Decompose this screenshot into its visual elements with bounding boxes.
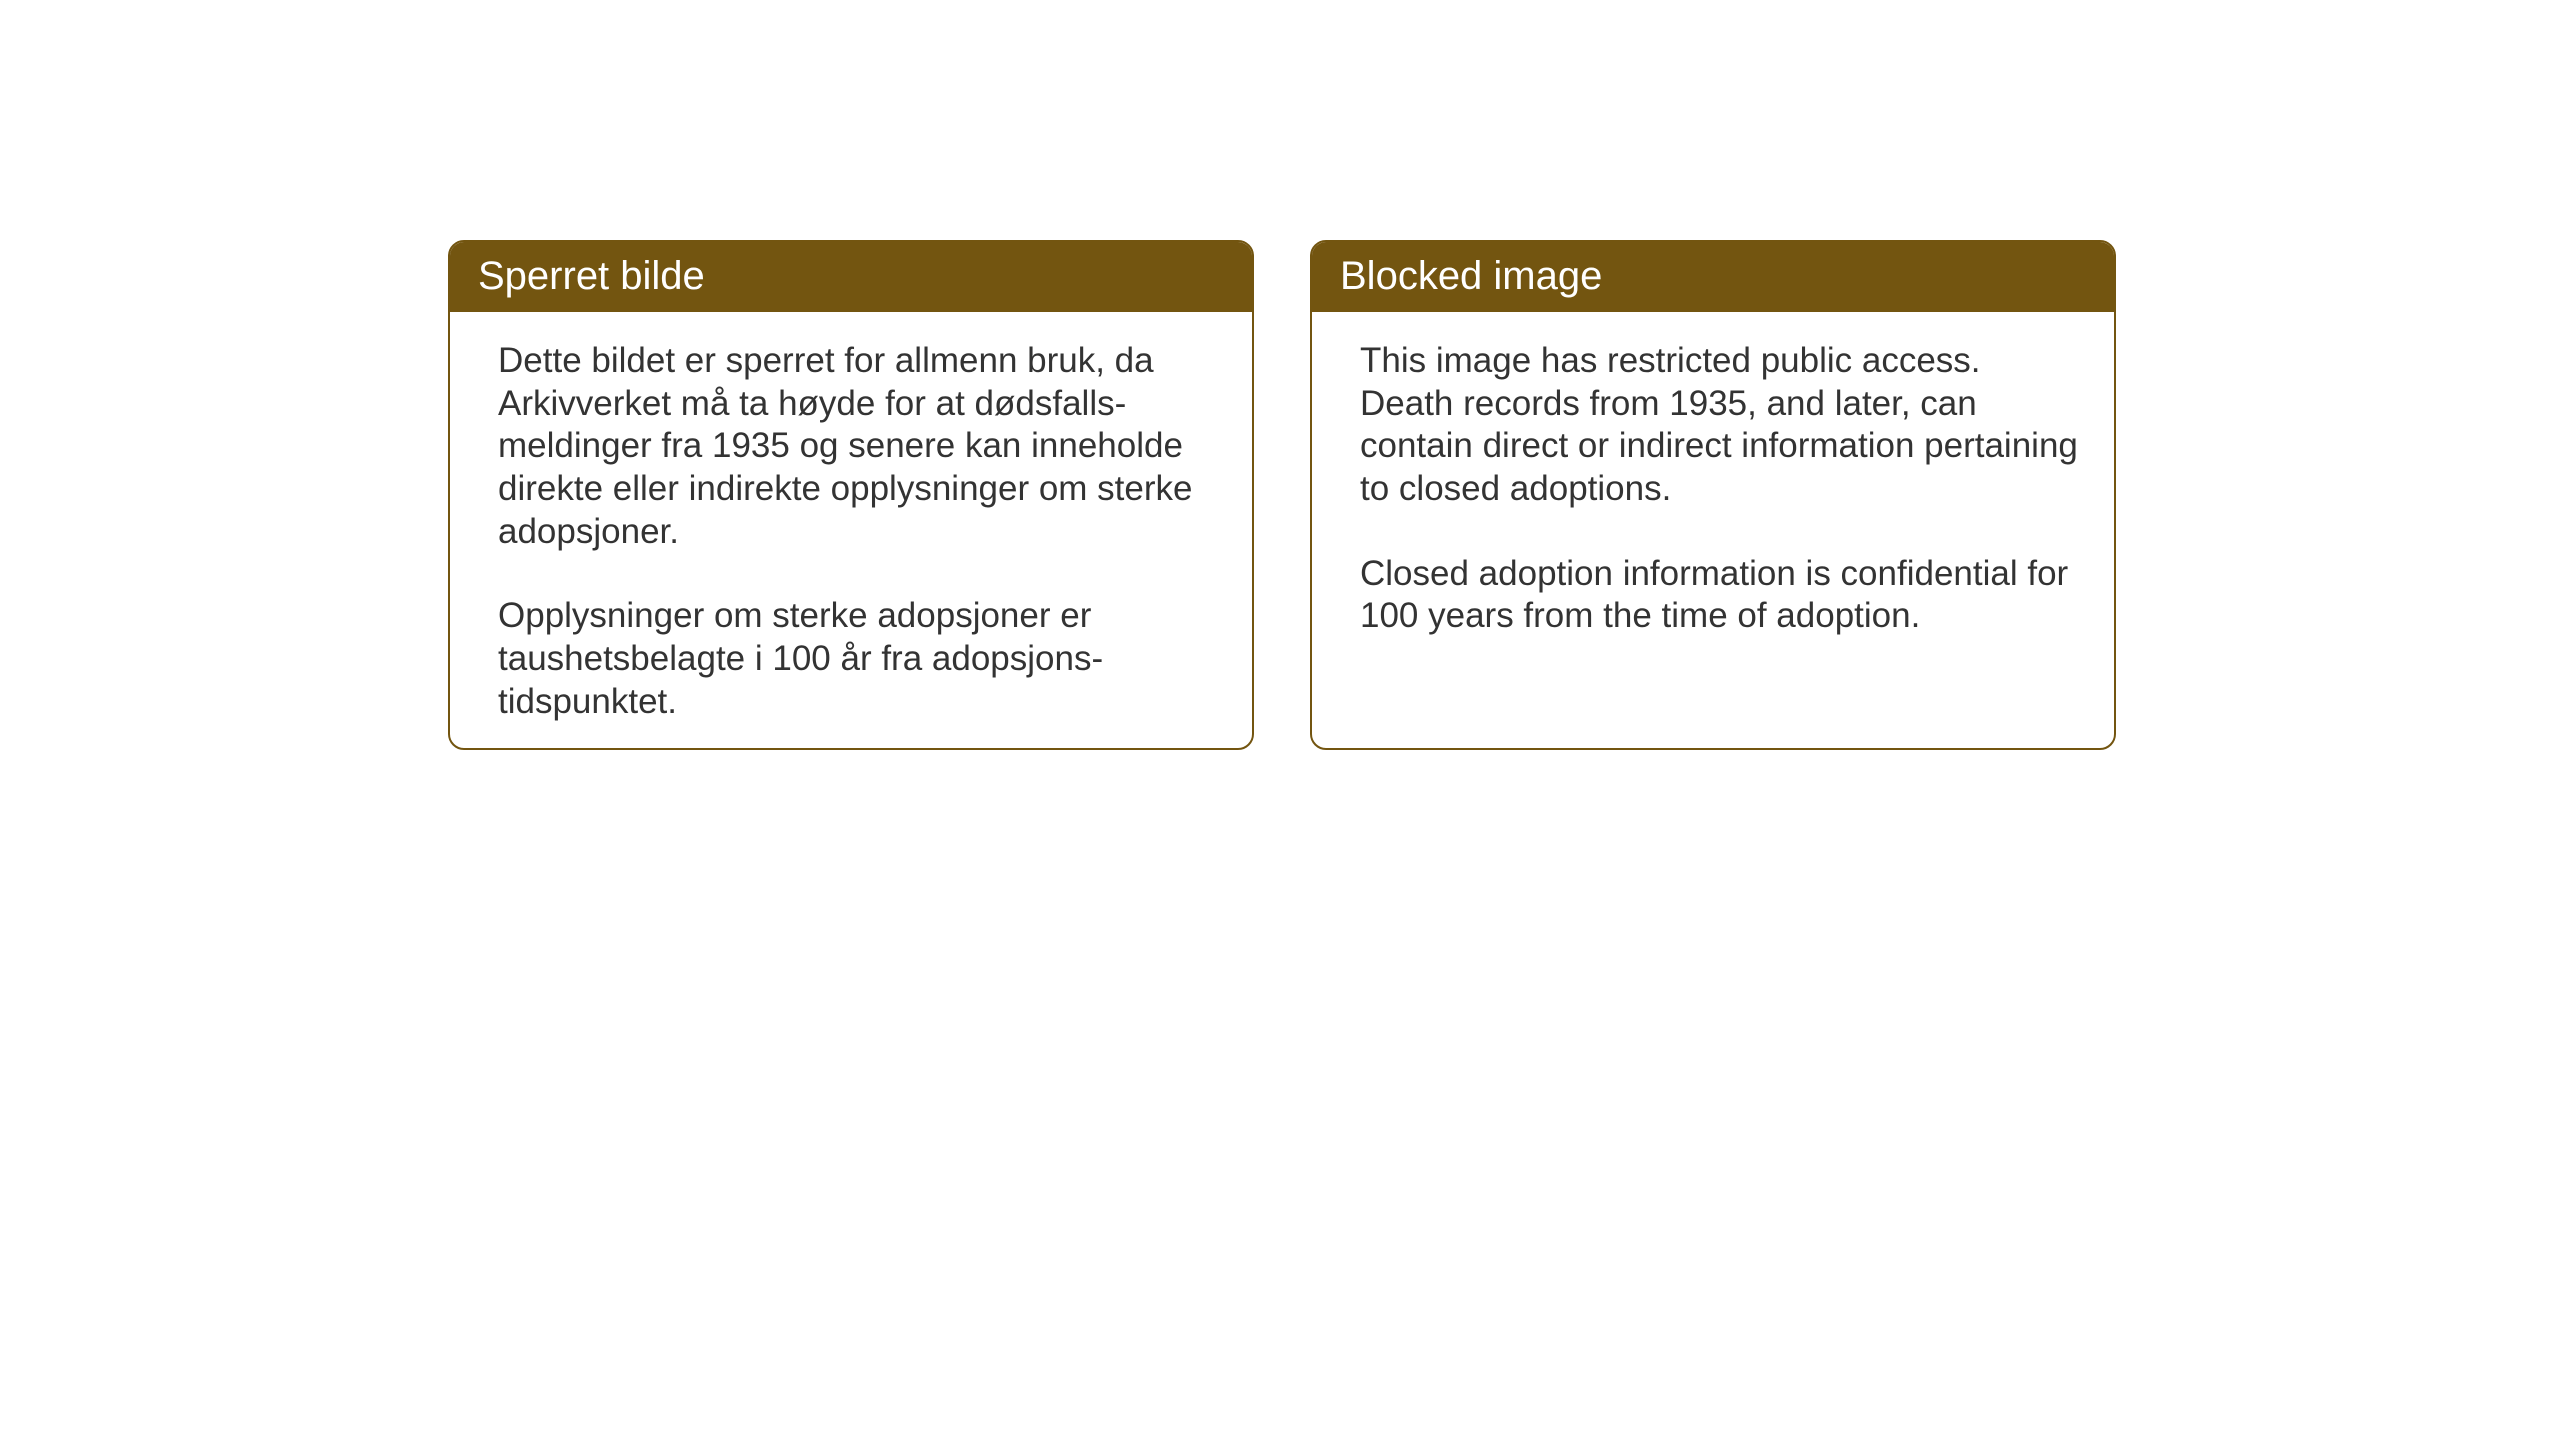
english-card-paragraph-1: This image has restricted public access.…	[1360, 340, 2078, 511]
english-card-title: Blocked image	[1312, 242, 2114, 312]
norwegian-card-title: Sperret bilde	[450, 242, 1252, 312]
english-notice-card: Blocked image This image has restricted …	[1310, 240, 2116, 750]
english-card-body: This image has restricted public access.…	[1312, 312, 2114, 666]
norwegian-card-body: Dette bildet er sperret for allmenn bruk…	[450, 312, 1252, 750]
english-card-paragraph-2: Closed adoption information is confident…	[1360, 553, 2078, 638]
norwegian-card-paragraph-1: Dette bildet er sperret for allmenn bruk…	[498, 340, 1216, 553]
notice-cards-container: Sperret bilde Dette bildet er sperret fo…	[0, 0, 2560, 750]
norwegian-card-paragraph-2: Opplysninger om sterke adopsjoner er tau…	[498, 595, 1216, 723]
norwegian-notice-card: Sperret bilde Dette bildet er sperret fo…	[448, 240, 1254, 750]
